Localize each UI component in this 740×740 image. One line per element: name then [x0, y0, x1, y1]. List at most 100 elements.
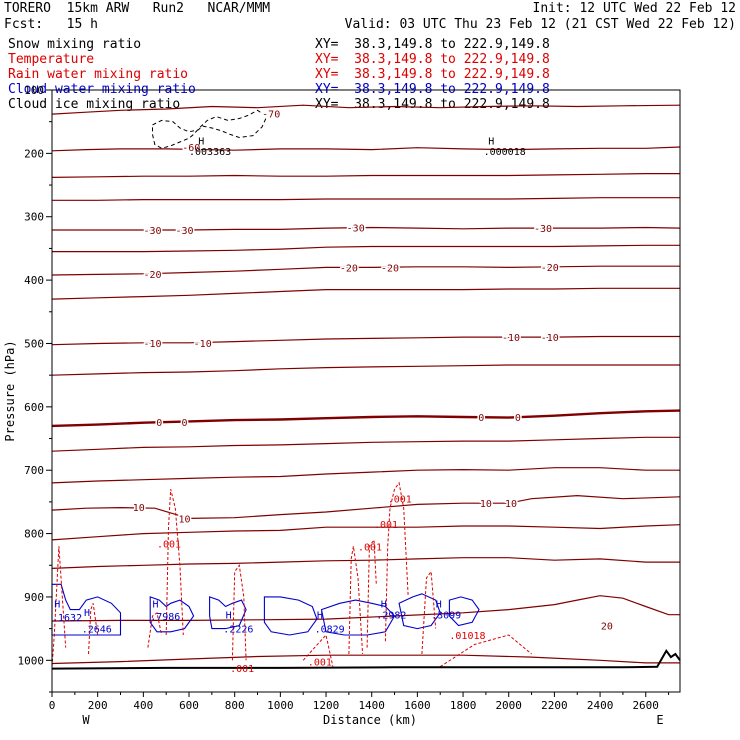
isotherm-label-8: -20: [381, 263, 399, 274]
value-label-20: H: [381, 599, 387, 610]
header-valid: Valid: 03 UTC Thu 23 Feb 12 (21 CST Wed …: [344, 17, 736, 32]
cloud-water-contour-5: [398, 593, 441, 630]
y-tick-label-2: 300: [24, 211, 44, 224]
x-tick-label-7: 1400: [358, 699, 385, 712]
y-tick-label-7: 800: [24, 528, 44, 541]
y-tick-label-9: 1000: [18, 654, 45, 667]
x-end-label-west: W: [82, 713, 90, 727]
isotherm-4: [52, 226, 681, 231]
y-tick-label-1: 200: [24, 147, 44, 160]
value-label-2: H: [488, 137, 494, 148]
isotherm-6: [51, 265, 680, 276]
contour-label-layer: -70 -60 -30 -30 -30 -30 -20 -20 -20 -20 -10 -10 -10 -…: [52, 108, 614, 675]
value-label-15: .7986: [150, 612, 180, 623]
value-label-9: .001: [230, 664, 254, 675]
x-tick-label-6: 1200: [313, 699, 340, 712]
value-label-12: H: [84, 608, 90, 619]
x-tick-label-4: 800: [225, 699, 245, 712]
plot-frame: [51, 89, 681, 693]
isotherm-8: [51, 335, 680, 346]
value-label-4: .001: [157, 540, 181, 551]
isotherm-label-0: -70: [262, 109, 280, 120]
rain-contour-8: [421, 570, 437, 655]
isotherm-label-2: -30: [143, 226, 161, 237]
field-xy-rain: XY= 38.3,149.8 to 222.9,149.8: [315, 67, 550, 82]
header-fcst: Fcst: 15 h: [4, 17, 98, 32]
x-tick-label-13: 2600: [632, 699, 659, 712]
cloud-ice-layer: [152, 109, 268, 149]
isotherm-label-14: 0: [156, 418, 162, 429]
value-label-19: .0829: [315, 625, 345, 636]
x-tick-label-12: 2400: [587, 699, 614, 712]
rain-contour-5: [348, 546, 364, 655]
value-label-18: H: [317, 611, 323, 622]
isotherm-14: [51, 524, 681, 541]
y-tick-label-4: 500: [24, 338, 44, 351]
isotherm-label-4: -30: [347, 224, 365, 235]
isotherm-label-15: 0: [181, 418, 187, 429]
value-label-11: .1632: [52, 613, 82, 624]
isotherm-label-9: -20: [541, 263, 559, 274]
value-label-7: .001: [358, 542, 382, 553]
isotherm-label-12: -10: [502, 333, 520, 344]
terrain-layer: [51, 648, 681, 670]
x-tick-label-10: 2000: [495, 699, 522, 712]
y-tick-label-8: 900: [24, 591, 44, 604]
y-tick-label-6: 700: [24, 464, 44, 477]
x-tick-label-2: 400: [133, 699, 153, 712]
isotherm-label-10: -10: [143, 339, 161, 350]
cloud-water-contour-0: [51, 583, 122, 636]
isotherm-layer: [51, 104, 681, 665]
x-end-label-east: E: [656, 713, 663, 727]
rain-contour-2: [147, 611, 163, 648]
isotherm-13: [51, 494, 681, 520]
value-label-0: H: [198, 137, 204, 148]
field-name-snow: Snow mixing ratio: [8, 37, 142, 52]
isotherm-3: [52, 197, 680, 201]
isotherm-label-22: 20: [601, 622, 613, 633]
field-name-cloud-ice: Cloud ice mixing ratio: [8, 97, 181, 112]
x-axis-label: Distance (km): [323, 713, 417, 727]
isotherm-label-18: 10: [133, 503, 145, 514]
isotherm-label-20: 10: [480, 499, 492, 510]
isotherm-1: [51, 146, 681, 152]
isotherm-label-3: -30: [175, 226, 193, 237]
rain-water-layer: [51, 481, 532, 668]
rain-contour-3: [165, 489, 184, 636]
terrain-line: [51, 648, 681, 670]
cloud-water-contour-1: [149, 596, 195, 633]
value-label-8: .001: [308, 658, 332, 669]
value-label-5: .001: [388, 495, 412, 506]
isotherm-2: [51, 173, 680, 178]
isotherm-0: [51, 104, 681, 115]
x-tick-label-0: 0: [49, 699, 56, 712]
value-label-22: H: [436, 599, 442, 610]
value-label-24: .01018: [449, 631, 485, 642]
value-label-14: H: [153, 599, 159, 610]
isotherm-label-16: 0: [478, 413, 484, 424]
y-tick-label-5: 600: [24, 401, 44, 414]
field-xy-snow: XY= 38.3,149.8 to 222.9,149.8: [315, 37, 550, 52]
field-xy-cloud-ice: XY= 38.3,149.8 to 222.9,149.8: [315, 97, 550, 112]
value-label-1: .003363: [189, 147, 231, 158]
cloud-water-contour-3: [263, 596, 318, 636]
x-tick-label-11: 2200: [541, 699, 568, 712]
isotherm-17: [51, 654, 680, 665]
isotherm-label-6: -20: [143, 270, 161, 281]
value-label-13: .2646: [82, 625, 112, 636]
isotherm-label-7: -20: [340, 263, 358, 274]
isotherm-10: [51, 409, 681, 428]
x-tick-label-1: 200: [88, 699, 108, 712]
rain-contour-6: [366, 538, 377, 648]
value-label-23: .3099: [431, 611, 461, 622]
field-name-temperature: Temperature: [8, 52, 95, 67]
y-tick-label-3: 400: [24, 274, 44, 287]
x-tick-label-5: 1000: [267, 699, 294, 712]
value-label-6: .001: [374, 520, 398, 531]
value-label-17: .2226: [223, 625, 253, 636]
rain-contour-10: [302, 633, 334, 667]
isotherm-11: [51, 436, 680, 452]
value-label-21: .2982: [376, 611, 406, 622]
cloud-water-contour-6: [448, 596, 480, 627]
